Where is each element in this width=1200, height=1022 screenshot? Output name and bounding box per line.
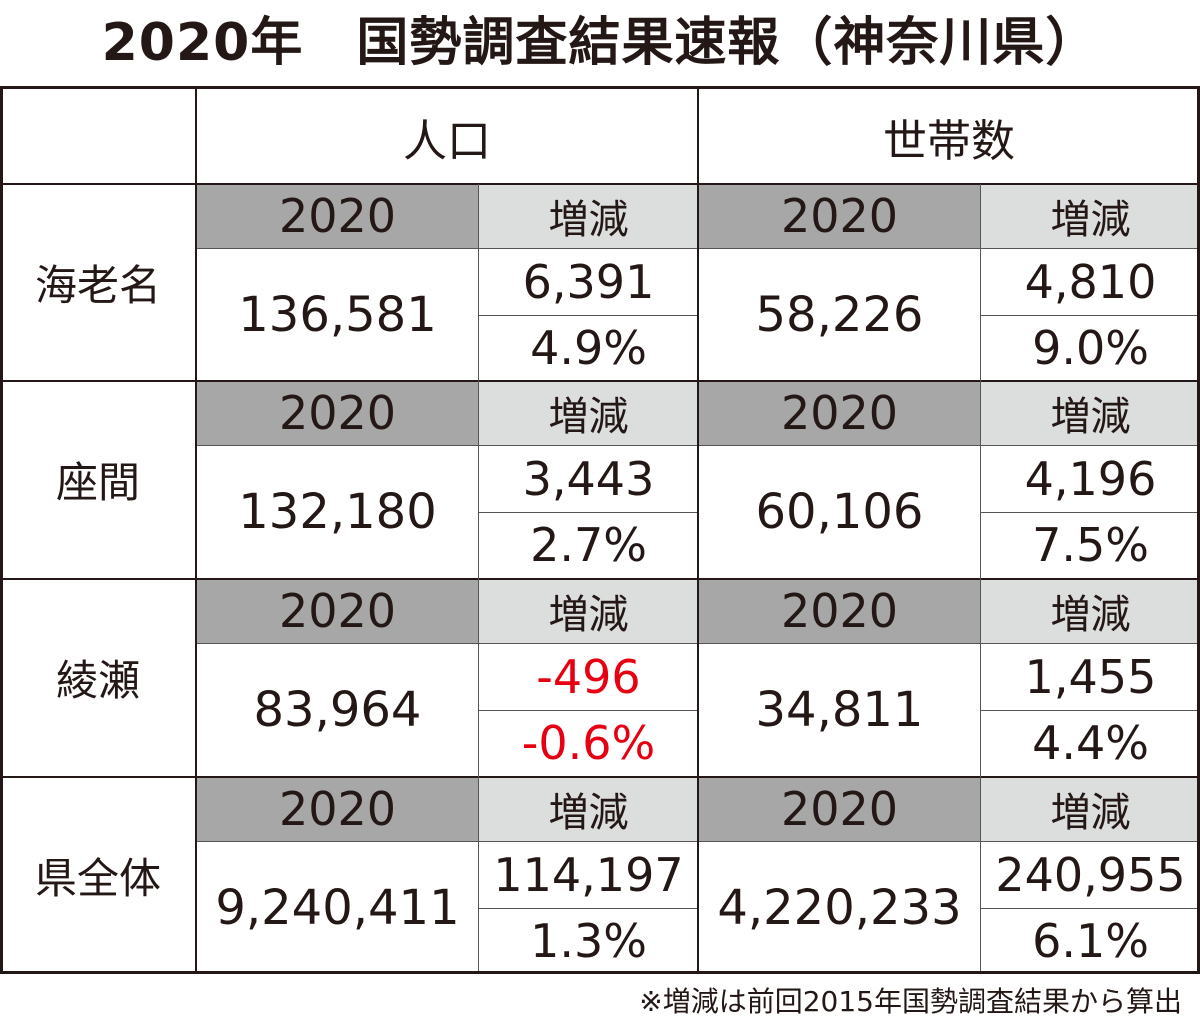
- change-divider: [981, 908, 1200, 909]
- year-header: 2020: [196, 579, 479, 643]
- column-divider: [478, 184, 479, 971]
- change-divider: [479, 908, 698, 909]
- region-label: 県全体: [34, 854, 161, 903]
- year-header: 2020: [196, 381, 479, 445]
- population-change-rate: 4.9%: [530, 321, 647, 375]
- group-divider: [0, 776, 1200, 778]
- column-divider: [697, 89, 699, 971]
- households-change: 4,810: [1024, 254, 1157, 309]
- year-header: 2020: [698, 579, 981, 643]
- year-header: 2020: [196, 184, 479, 248]
- households-change: 240,955: [995, 847, 1186, 902]
- households-change: 4,196: [1024, 451, 1157, 506]
- population-change-rate: -0.6%: [521, 716, 656, 770]
- households-header: 世帯数: [883, 115, 1015, 167]
- change-header: 増減: [479, 777, 698, 841]
- households-value: 58,226: [755, 286, 924, 343]
- households-change: 1,455: [1024, 649, 1157, 704]
- change-divider: [981, 315, 1200, 316]
- year-header: 2020: [698, 184, 981, 248]
- column-divider: [1197, 89, 1200, 971]
- group-divider: [0, 578, 1200, 580]
- column-divider: [980, 184, 981, 971]
- population-value: 9,240,411: [215, 879, 460, 936]
- population-value: 136,581: [238, 286, 437, 343]
- change-header: 増減: [981, 381, 1200, 445]
- change-header: 増減: [981, 777, 1200, 841]
- households-value: 60,106: [755, 483, 924, 540]
- census-table: 人口 世帯数 海老名 2020 増減 2020 増減 136,581 6,391 4.9% 58…: [0, 86, 1200, 974]
- population-value: 83,964: [253, 681, 422, 738]
- footnote: ※増減は前回2015年国勢調査結果から算出: [639, 985, 1182, 1018]
- year-header: 2020: [698, 777, 981, 841]
- region-label: 海老名: [34, 261, 161, 310]
- change-divider: [981, 512, 1200, 513]
- change-divider: [479, 710, 698, 711]
- change-header: 増減: [479, 184, 698, 248]
- population-change: 114,197: [493, 847, 684, 902]
- population-change: 6,391: [522, 254, 655, 309]
- change-divider: [479, 512, 698, 513]
- population-header: 人口: [403, 115, 491, 167]
- households-change-rate: 9.0%: [1032, 321, 1149, 375]
- population-change: -496: [536, 649, 641, 704]
- households-value: 4,220,233: [717, 879, 962, 936]
- change-header: 増減: [981, 184, 1200, 248]
- households-change-rate: 6.1%: [1032, 914, 1149, 968]
- change-header: 増減: [479, 381, 698, 445]
- households-change-rate: 7.5%: [1032, 518, 1149, 572]
- change-divider: [981, 710, 1200, 711]
- change-divider: [479, 315, 698, 316]
- corner-cell: [0, 89, 196, 184]
- population-value: 132,180: [238, 483, 437, 540]
- population-change-rate: 2.7%: [530, 518, 647, 572]
- year-header: 2020: [698, 381, 981, 445]
- region-label: 綾瀬: [55, 656, 140, 705]
- households-value: 34,811: [755, 681, 924, 738]
- year-header: 2020: [196, 777, 479, 841]
- population-change: 3,443: [522, 451, 655, 506]
- column-divider: [195, 89, 197, 971]
- households-change-rate: 4.4%: [1032, 716, 1149, 770]
- group-divider: [0, 183, 1200, 185]
- page-title: 2020年 国勢調査結果速報（神奈川県）: [101, 13, 1099, 73]
- change-header: 増減: [479, 579, 698, 643]
- column-divider: [0, 89, 3, 971]
- change-header: 増減: [981, 579, 1200, 643]
- population-change-rate: 1.3%: [530, 914, 647, 968]
- region-label: 座間: [55, 458, 140, 507]
- group-divider: [0, 380, 1200, 382]
